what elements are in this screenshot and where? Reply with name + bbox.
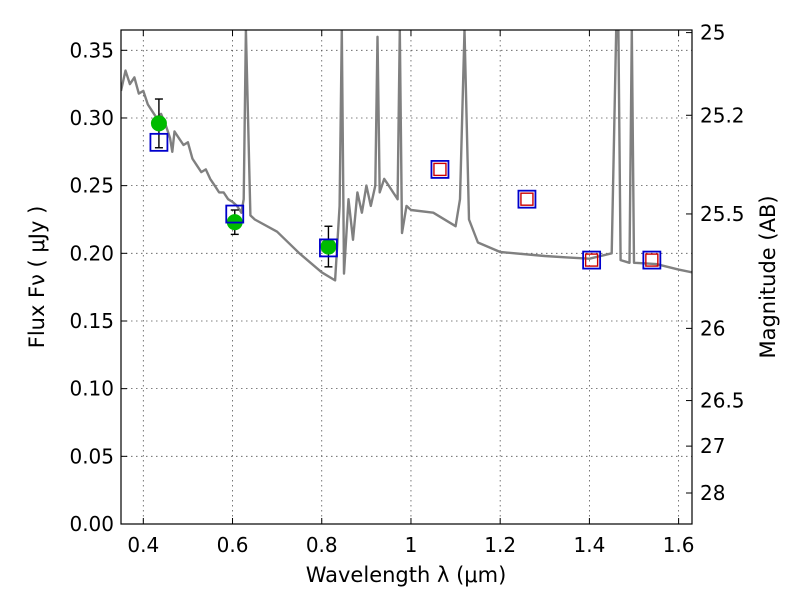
mag-tick-label: 26 — [700, 316, 725, 340]
right-axis-label: Magnitude (AB) — [756, 195, 780, 358]
y-tick-label: 0.15 — [69, 309, 114, 333]
model-flux-square — [319, 238, 338, 258]
grid-lines — [121, 30, 692, 525]
y-tick-label: 0.05 — [69, 444, 114, 468]
mag-tick-label: 25.5 — [700, 202, 745, 226]
x-tick-label: 1 — [405, 533, 418, 557]
axis-ticks: 0.4 0.6 0.8 1 1.2 1.4 1.6 0.00 0.05 0.10 0.15 0.20 0… — [69, 21, 744, 557]
y-tick-label: 0.30 — [69, 106, 114, 130]
model-flux-square — [582, 250, 602, 270]
y-tick-label: 0.35 — [69, 38, 114, 62]
x-tick-label: 0.4 — [127, 533, 159, 557]
upper-limit-square — [645, 253, 659, 267]
model-flux-square — [149, 132, 169, 152]
model-spectrum-layer — [121, 30, 692, 282]
y-tick-label: 0.10 — [69, 377, 114, 401]
mag-tick-label: 25 — [700, 21, 725, 45]
mag-tick-label: 27 — [700, 434, 725, 458]
x-tick-label: 0.8 — [306, 533, 338, 557]
model-flux-square — [517, 189, 537, 209]
upper-limit-square — [520, 192, 534, 206]
mag-tick-label: 28 — [700, 481, 725, 505]
observed-flux-point — [320, 238, 337, 255]
y-tick-label: 0.25 — [69, 174, 114, 198]
model-spectrum-line — [121, 30, 692, 282]
y-axis-label: Flux Fν ( μJy ) — [25, 206, 49, 349]
mag-tick-label: 26.5 — [700, 389, 745, 413]
upper-limit-square — [433, 162, 447, 177]
x-tick-label: 1.4 — [573, 533, 605, 557]
x-tick-label: 1.6 — [663, 533, 695, 557]
x-axis-label: Wavelength λ (μm) — [306, 563, 507, 587]
x-tick-label: 1.2 — [484, 533, 516, 557]
mag-tick-label: 25.2 — [700, 103, 745, 127]
y-tick-label: 0.00 — [69, 512, 114, 536]
plot-frame — [120, 29, 693, 525]
photometry-points — [149, 98, 662, 270]
model-flux-square — [225, 204, 245, 224]
y-tick-label: 0.20 — [69, 241, 114, 265]
model-flux-square — [642, 250, 662, 270]
model-flux-square — [430, 160, 450, 179]
observed-flux-point — [150, 115, 167, 132]
x-tick-label: 0.6 — [217, 533, 249, 557]
upper-limit-square — [584, 253, 599, 267]
